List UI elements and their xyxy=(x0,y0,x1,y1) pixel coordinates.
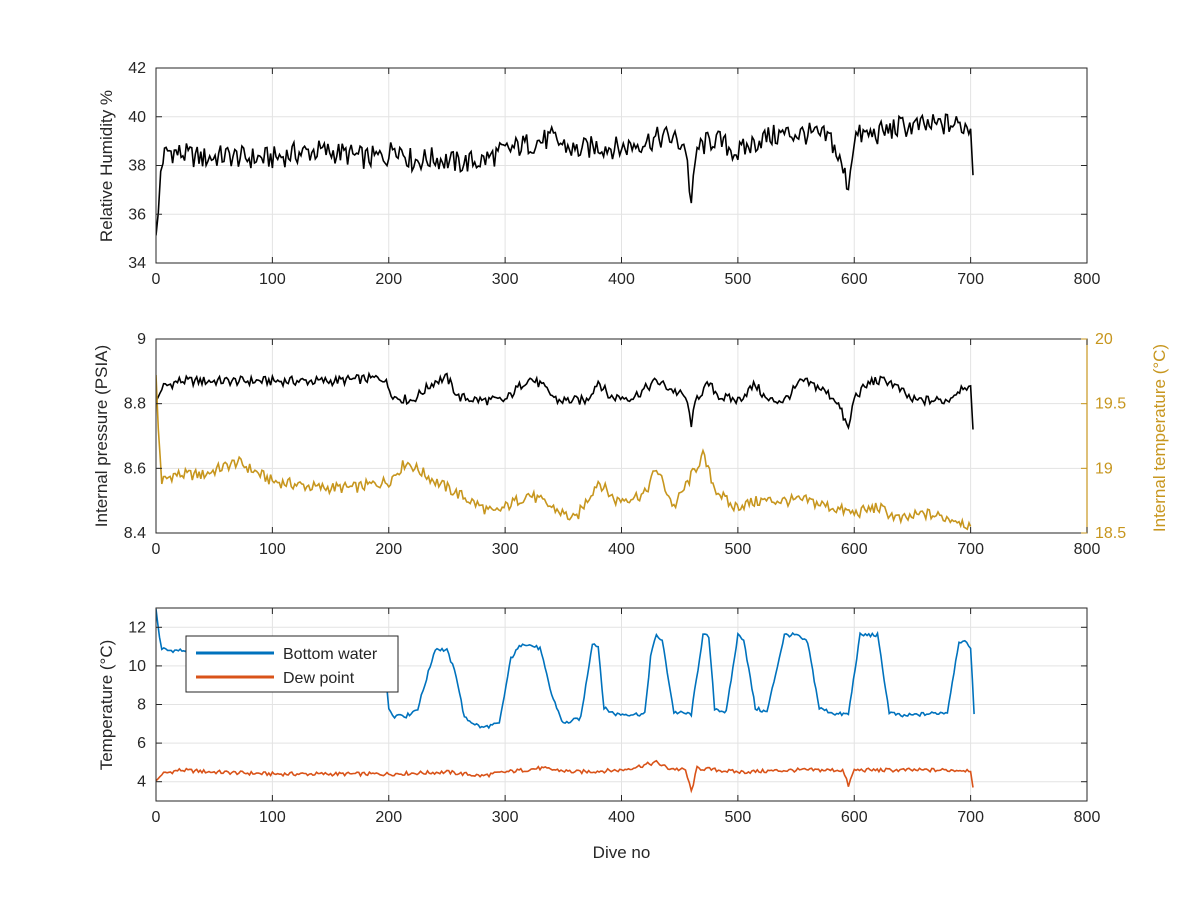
x-tick-label: 300 xyxy=(492,271,519,288)
x-tick-label: 100 xyxy=(259,541,286,558)
x-tick-label: 100 xyxy=(259,809,286,826)
x-tick-label: 0 xyxy=(152,541,161,558)
y-tick-label: 8.6 xyxy=(124,460,146,477)
x-tick-label: 100 xyxy=(259,271,286,288)
y-tick-label: 40 xyxy=(128,109,146,126)
x-tick-label: 700 xyxy=(957,809,984,826)
y2-tick-label: 19.5 xyxy=(1095,396,1126,413)
x-tick-label: 800 xyxy=(1074,541,1101,558)
x-tick-label: 600 xyxy=(841,809,868,826)
y2-tick-label: 19 xyxy=(1095,460,1113,477)
y-tick-label: 6 xyxy=(137,735,146,752)
x-tick-label: 300 xyxy=(492,541,519,558)
x-tick-label: 500 xyxy=(725,271,752,288)
x-tick-label: 500 xyxy=(725,809,752,826)
x-tick-label: 800 xyxy=(1074,271,1101,288)
x-tick-label: 600 xyxy=(841,271,868,288)
y-tick-label: 8.4 xyxy=(124,525,146,542)
subplot-2: 0 100 200 300 400 500 600 700 800 8.4 8.6 8.8 9 18.5 1… xyxy=(92,331,1169,558)
x-tick-label: 400 xyxy=(608,271,635,288)
y2-axis-label: Internal temperature (°C) xyxy=(1150,344,1169,532)
legend-label: Dew point xyxy=(283,670,355,687)
x-tick-label: 400 xyxy=(608,541,635,558)
x-axis-label: Dive no xyxy=(593,843,651,862)
subplot-1: 0 100 200 300 400 500 600 700 800 34 36 38 40 42 Relat… xyxy=(97,60,1100,288)
y-tick-label: 9 xyxy=(137,331,146,348)
y-tick-label: 8.8 xyxy=(124,396,146,413)
x-tick-label: 800 xyxy=(1074,809,1101,826)
y-axis-label: Relative Humidity % xyxy=(97,90,116,242)
y-tick-label: 38 xyxy=(128,158,146,175)
x-tick-label: 700 xyxy=(957,271,984,288)
series-line-dew-point xyxy=(156,759,974,794)
x-tick-label: 300 xyxy=(492,809,519,826)
legend-label: Bottom water xyxy=(283,646,378,663)
legend: Bottom water Dew point xyxy=(185,635,399,693)
y-tick-label: 10 xyxy=(128,658,146,675)
y2-tick-label: 20 xyxy=(1095,331,1113,348)
series-line-1-1 xyxy=(156,113,974,236)
y-tick-label: 34 xyxy=(128,255,146,272)
series-line-2-2 xyxy=(156,374,972,531)
x-tick-label: 700 xyxy=(957,541,984,558)
legend-box xyxy=(185,635,399,693)
y-tick-label: 4 xyxy=(137,774,146,791)
y-axis-label: Temperature (°C) xyxy=(97,640,116,771)
y2-tick-label: 18.5 xyxy=(1095,525,1126,542)
x-tick-label: 500 xyxy=(725,541,752,558)
x-tick-label: 200 xyxy=(375,541,402,558)
series-line-2-1 xyxy=(156,371,974,431)
y-tick-label: 12 xyxy=(128,619,146,636)
y-tick-label: 8 xyxy=(137,697,146,714)
x-tick-label: 0 xyxy=(152,809,161,826)
y-tick-label: 36 xyxy=(128,206,146,223)
y-tick-label: 42 xyxy=(128,60,146,77)
y-axis-label: Internal pressure (PSIA) xyxy=(92,345,111,527)
subplot-3: 0 100 200 300 400 500 600 700 800 4 6 8 10 12 Temperat… xyxy=(97,607,1101,862)
x-tick-label: 200 xyxy=(375,809,402,826)
x-tick-label: 600 xyxy=(841,541,868,558)
x-tick-label: 200 xyxy=(375,271,402,288)
x-tick-label: 400 xyxy=(608,809,635,826)
x-tick-label: 0 xyxy=(152,271,161,288)
